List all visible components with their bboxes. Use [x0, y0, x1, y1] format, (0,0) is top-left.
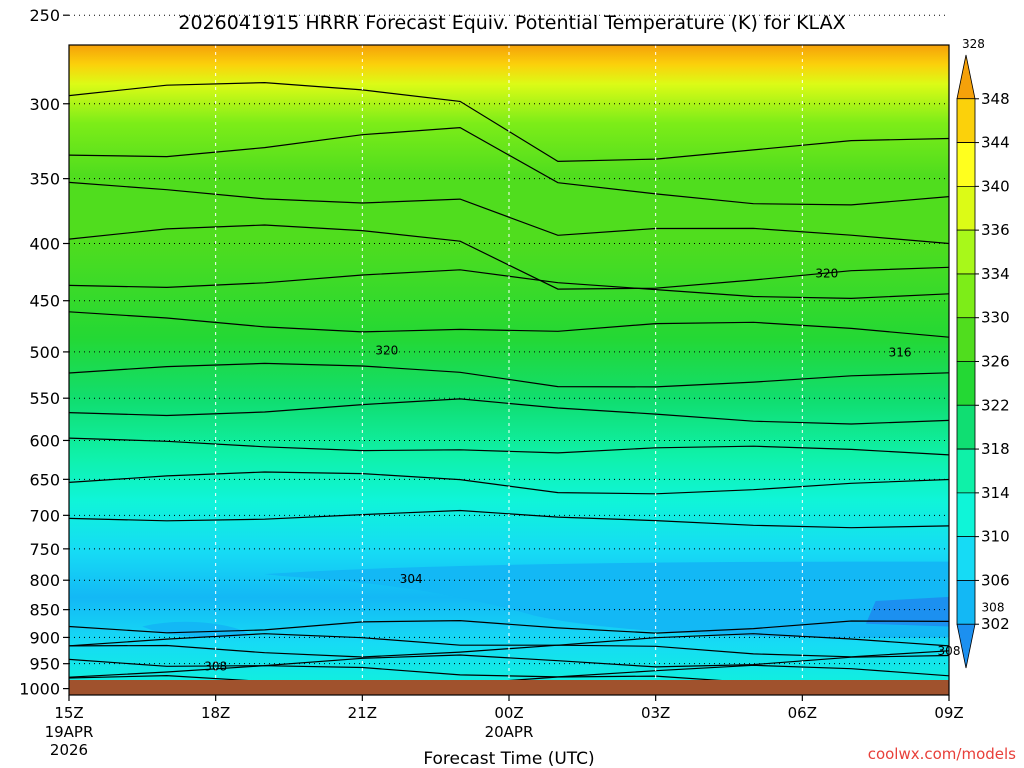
contour-label: 316: [889, 345, 912, 359]
y-tick-label: 450: [29, 292, 60, 311]
y-tick-label: 750: [29, 540, 60, 559]
colorbar-swatch: [956, 185, 976, 231]
colorbar-swatch: [956, 361, 976, 406]
y-tick-label: 550: [29, 389, 60, 408]
colorbar-swatch: [956, 98, 976, 143]
y-tick-label: 600: [29, 431, 60, 450]
y-tick-label: 800: [29, 571, 60, 590]
x-tick-label: 15Z: [54, 704, 83, 722]
x-tick-label: 18Z: [201, 704, 230, 722]
x-date-label: 2026: [50, 741, 88, 759]
contour-label: 308: [204, 660, 227, 674]
x-tick-label: 00Z: [494, 704, 523, 722]
low-theta-pool-east: [264, 561, 949, 638]
colorbar-label: 302: [981, 615, 1010, 633]
contour-label: 320: [815, 266, 838, 280]
y-tick-label: 250: [29, 6, 60, 25]
y-tick-label: 700: [29, 506, 60, 525]
contour-label: 320: [375, 343, 398, 357]
colorbar-swatch: [956, 448, 976, 494]
colorbar-label: 336: [981, 221, 1010, 239]
contour-label: 308: [982, 600, 1005, 614]
x-date-label: 20APR: [485, 723, 534, 741]
x-axis-label: Forecast Time (UTC): [423, 749, 594, 768]
y-tick-label: 400: [29, 235, 60, 254]
colorbar-label: 318: [981, 440, 1010, 458]
contour-label: 328: [962, 37, 985, 51]
y-tick-label: 850: [29, 601, 60, 620]
low-theta-pool-west: [142, 621, 250, 638]
y-tick-label: 650: [29, 470, 60, 489]
colorbar-label: 340: [981, 177, 1010, 195]
colorbar-label: 348: [981, 90, 1010, 108]
chart-title: 2026041915 HRRR Forecast Equiv. Potentia…: [178, 12, 845, 34]
colorbar-label: 344: [981, 134, 1010, 152]
colorbar-label: 314: [981, 484, 1010, 502]
low-theta-core: [865, 596, 949, 627]
colorbar-label: 330: [981, 309, 1010, 327]
ground-surface: [69, 680, 949, 695]
y-tick-label: 1000: [19, 680, 60, 699]
contour-line: [69, 0, 949, 10]
colorbar-swatch: [956, 536, 976, 581]
colorbar-swatch: [956, 580, 976, 625]
y-tick-label: 350: [29, 170, 60, 189]
y-tick-label: 500: [29, 343, 60, 362]
colorbar-swatch: [956, 492, 976, 538]
contour-line: [69, 224, 949, 290]
colorbar-swatch: [956, 273, 976, 319]
x-tick-label: 06Z: [788, 704, 817, 722]
contour-line: [69, 362, 949, 388]
colorbar-label: 306: [981, 571, 1010, 589]
x-date-label: 19APR: [45, 723, 94, 741]
y-tick-label: 300: [29, 95, 60, 114]
colorbar-swatch: [956, 404, 976, 450]
colorbar-label: 326: [981, 353, 1010, 371]
colorbar-swatch: [956, 623, 976, 669]
source-credit: coolwx.com/models: [868, 745, 1016, 763]
y-tick-label: 900: [29, 628, 60, 647]
colorbar-label: 322: [981, 396, 1010, 414]
contour-label: 304: [400, 572, 423, 586]
colorbar-label: 334: [981, 265, 1010, 283]
colorbar-swatch: [956, 54, 976, 100]
colorbar-swatch: [956, 229, 976, 275]
x-tick-label: 03Z: [641, 704, 670, 722]
y-tick-label: 950: [29, 655, 60, 674]
contour-line: [69, 619, 949, 634]
contour-line: [69, 633, 949, 647]
x-tick-label: 21Z: [348, 704, 377, 722]
colorbar-swatch: [956, 142, 976, 187]
colorbar-swatch: [956, 317, 976, 362]
x-tick-label: 09Z: [934, 704, 963, 722]
colorbar-label: 310: [981, 528, 1010, 546]
contour-line: [69, 509, 949, 529]
contour-line: [69, 654, 949, 668]
